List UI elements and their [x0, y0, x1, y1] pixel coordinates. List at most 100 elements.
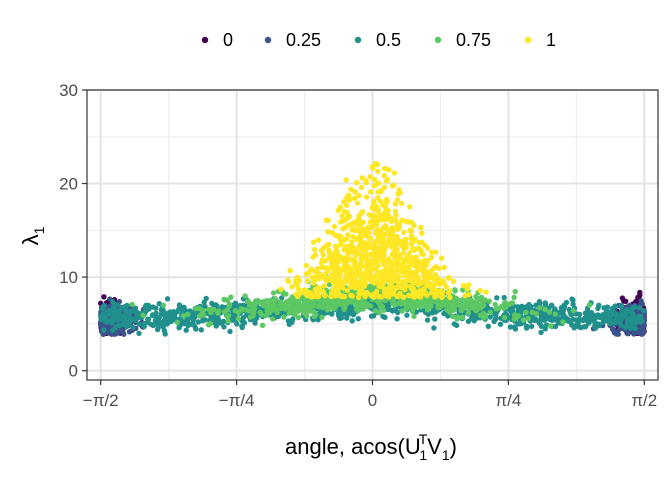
data-point	[487, 309, 493, 315]
data-point	[342, 278, 348, 284]
data-point	[399, 217, 405, 223]
data-point	[397, 255, 403, 261]
data-point	[421, 267, 427, 273]
data-point	[374, 249, 381, 255]
data-point	[415, 262, 421, 268]
data-point	[394, 233, 400, 240]
data-point	[358, 184, 365, 191]
x-tick-label: −π/4	[219, 391, 255, 410]
data-point	[357, 242, 363, 248]
data-point	[360, 275, 367, 281]
data-point	[400, 294, 407, 300]
data-point	[363, 291, 370, 297]
data-point	[394, 258, 400, 265]
data-point	[418, 280, 424, 287]
data-point	[549, 302, 555, 308]
data-point	[477, 296, 483, 303]
data-points	[98, 160, 647, 337]
data-point	[641, 308, 647, 314]
data-point	[424, 307, 431, 313]
data-point	[269, 316, 276, 322]
data-point	[363, 232, 370, 239]
data-point	[387, 259, 393, 265]
data-point	[199, 310, 205, 317]
data-point	[359, 208, 366, 215]
data-point	[377, 301, 383, 308]
data-point	[381, 256, 388, 262]
data-point	[418, 224, 424, 231]
data-point	[368, 303, 374, 309]
data-point	[132, 305, 139, 311]
data-point	[193, 326, 199, 332]
data-point	[99, 306, 106, 312]
data-point	[631, 331, 637, 337]
data-point	[375, 216, 382, 222]
data-point	[433, 249, 439, 255]
data-point	[411, 247, 417, 253]
data-point	[378, 230, 385, 236]
data-point	[344, 247, 350, 254]
legend-key	[524, 36, 532, 44]
data-point	[320, 288, 326, 295]
data-point	[363, 194, 370, 200]
data-point	[339, 213, 345, 219]
data-point	[234, 321, 240, 327]
data-point	[512, 288, 518, 295]
data-point	[235, 315, 241, 322]
data-point	[440, 278, 447, 284]
data-point	[319, 257, 326, 263]
data-point	[315, 284, 321, 291]
y-axis-title-sub: 1	[31, 226, 47, 234]
data-point	[238, 306, 244, 312]
data-point	[396, 293, 402, 299]
legend-label: 0.5	[376, 30, 401, 50]
data-point	[575, 319, 582, 325]
data-point	[447, 309, 453, 315]
legend-key	[264, 36, 272, 44]
data-point	[394, 316, 400, 322]
data-point	[378, 188, 384, 194]
data-point	[637, 289, 643, 296]
data-point	[393, 212, 399, 218]
data-point	[252, 320, 258, 326]
data-point	[443, 284, 449, 290]
data-point	[150, 322, 156, 329]
data-point	[337, 219, 344, 225]
data-point	[437, 281, 443, 287]
data-point	[162, 316, 168, 322]
data-point	[375, 254, 382, 260]
data-point	[412, 304, 418, 310]
data-point	[459, 314, 465, 320]
data-point	[348, 292, 354, 298]
data-point	[340, 267, 347, 273]
data-point	[466, 282, 472, 288]
data-point	[292, 304, 298, 310]
data-point	[402, 242, 409, 248]
data-point	[624, 323, 630, 329]
data-point	[538, 329, 544, 336]
data-point	[336, 266, 342, 272]
data-point	[486, 298, 492, 304]
data-point	[149, 312, 156, 319]
data-point	[270, 290, 277, 296]
data-point	[180, 313, 187, 319]
data-point	[337, 236, 343, 243]
data-point	[304, 278, 311, 284]
data-point	[547, 317, 554, 323]
data-point	[495, 305, 502, 311]
y-tick-label: 0	[69, 362, 78, 381]
data-point	[354, 306, 360, 312]
data-point	[587, 318, 593, 324]
data-point	[136, 321, 142, 327]
data-point	[318, 248, 325, 254]
data-point	[604, 317, 610, 323]
data-point	[425, 311, 431, 317]
data-point	[431, 275, 437, 281]
data-point	[460, 283, 467, 289]
data-point	[400, 250, 407, 256]
data-point	[304, 292, 310, 299]
data-point	[586, 302, 593, 308]
data-point	[287, 267, 293, 274]
data-point	[493, 312, 499, 318]
